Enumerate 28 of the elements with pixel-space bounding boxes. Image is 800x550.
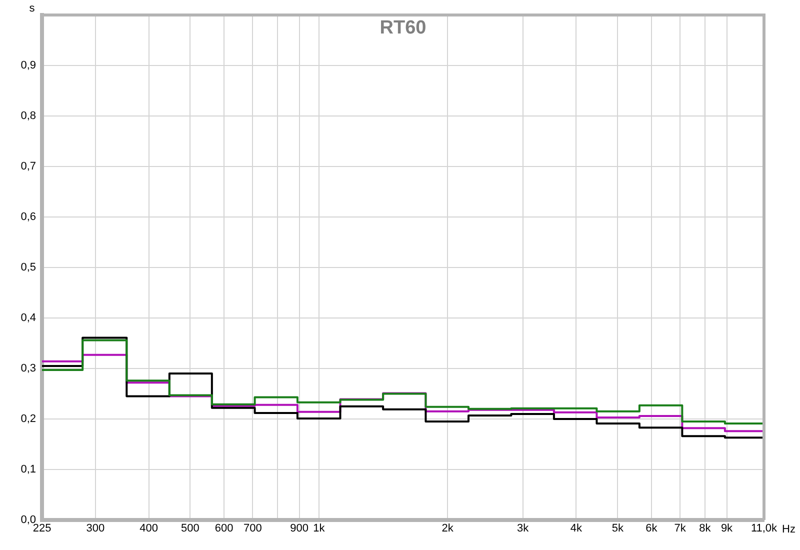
y-tick-label: 0,7 bbox=[20, 160, 36, 173]
x-tick-label: 3k bbox=[517, 522, 530, 535]
y-tick-label: 0,6 bbox=[20, 211, 36, 224]
x-tick-label: 1k bbox=[313, 522, 326, 535]
y-axis-title: s bbox=[29, 2, 36, 15]
x-tick-label: 5k bbox=[612, 522, 624, 535]
x-tick-label: 8k bbox=[699, 522, 712, 535]
y-tick-label: 0,3 bbox=[20, 362, 36, 375]
x-tick-label: 600 bbox=[214, 522, 234, 535]
x-tick-label: 2k bbox=[442, 522, 454, 535]
x-tick-label: 400 bbox=[140, 522, 158, 535]
y-tick-label: 0,1 bbox=[20, 464, 36, 476]
x-tick-label: 500 bbox=[181, 522, 200, 535]
x-tick-label: 6k bbox=[646, 522, 658, 535]
x-tick-label: 11,0k bbox=[750, 522, 778, 535]
y-tick-label: 0,4 bbox=[20, 312, 36, 324]
x-axis-title: Hz bbox=[782, 524, 796, 536]
y-tick-label: 0,2 bbox=[20, 413, 36, 426]
y-tick-label: 0,5 bbox=[20, 262, 36, 274]
x-tick-label: 4k bbox=[570, 522, 583, 535]
x-tick-label: 300 bbox=[86, 522, 105, 535]
chart-title: RT60 bbox=[380, 18, 426, 39]
x-tick-label: 7k bbox=[674, 522, 686, 535]
y-tick-label: 0,9 bbox=[20, 60, 36, 72]
y-tick-label: 0,8 bbox=[20, 110, 36, 122]
x-tick-label: 700 bbox=[244, 522, 262, 535]
x-tick-label: 9k bbox=[720, 522, 734, 535]
x-tick-label: 900 bbox=[290, 522, 309, 535]
